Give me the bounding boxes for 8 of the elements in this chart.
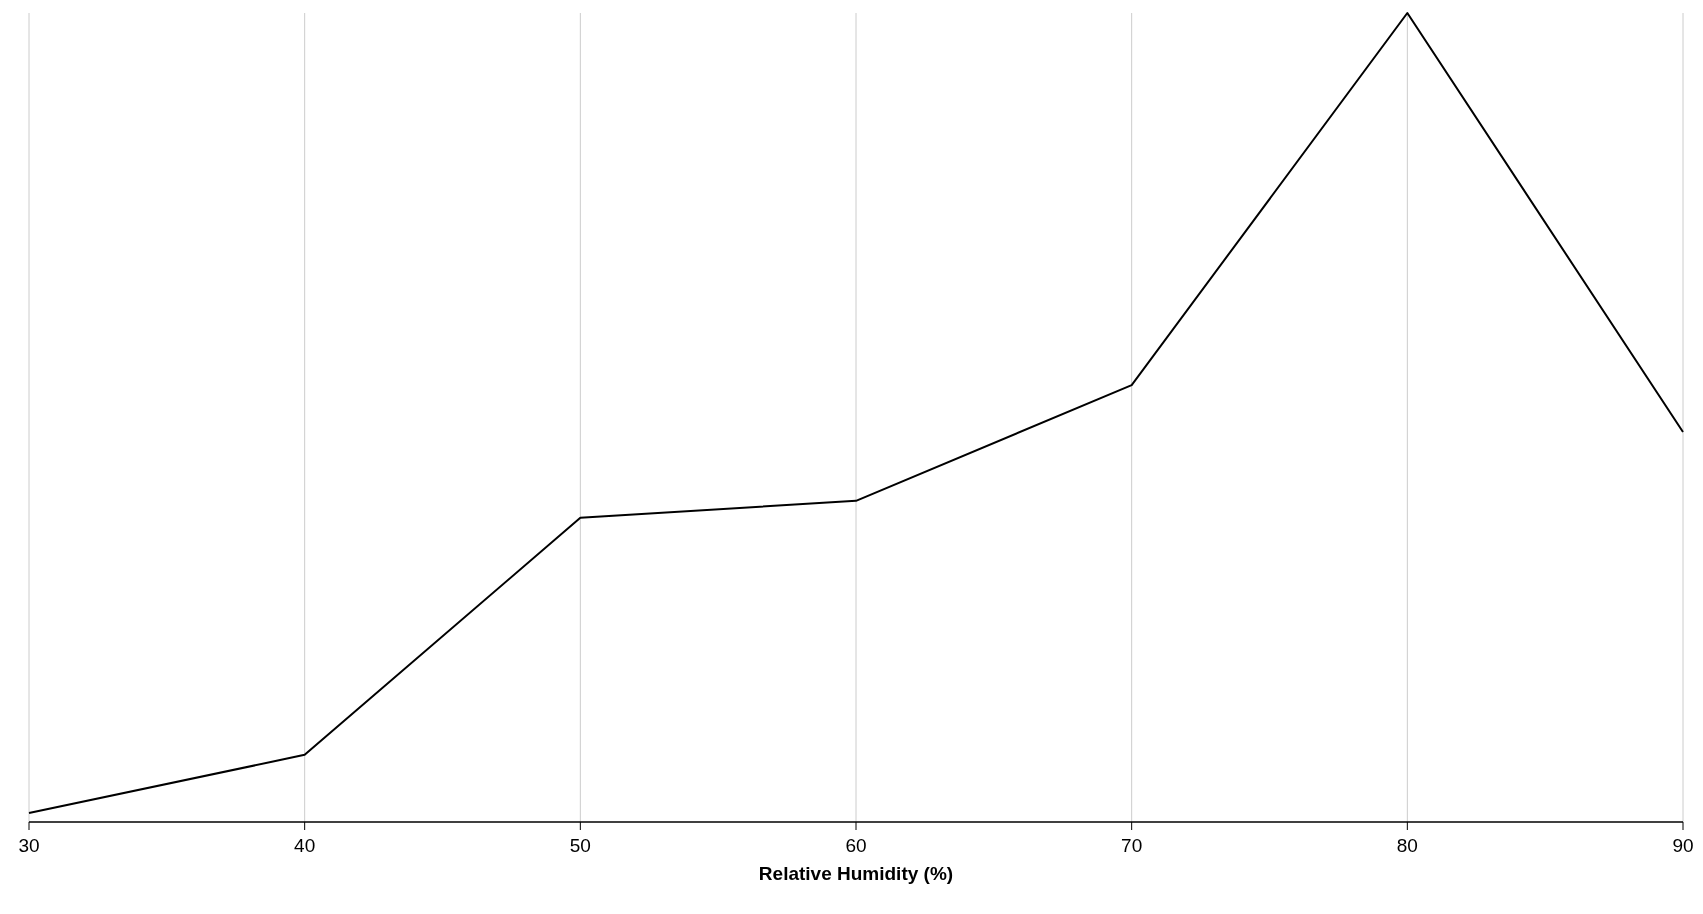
x-tick-label: 60 (845, 835, 867, 856)
x-tick-label: 40 (294, 835, 316, 856)
x-tick-label: 80 (1396, 835, 1418, 856)
x-tick-label: 70 (1121, 835, 1143, 856)
x-tick-label: 50 (569, 835, 591, 856)
x-tick-label: 30 (18, 835, 40, 856)
x-axis-title: Relative Humidity (%) (758, 863, 954, 884)
x-tick-label: 90 (1672, 835, 1694, 856)
